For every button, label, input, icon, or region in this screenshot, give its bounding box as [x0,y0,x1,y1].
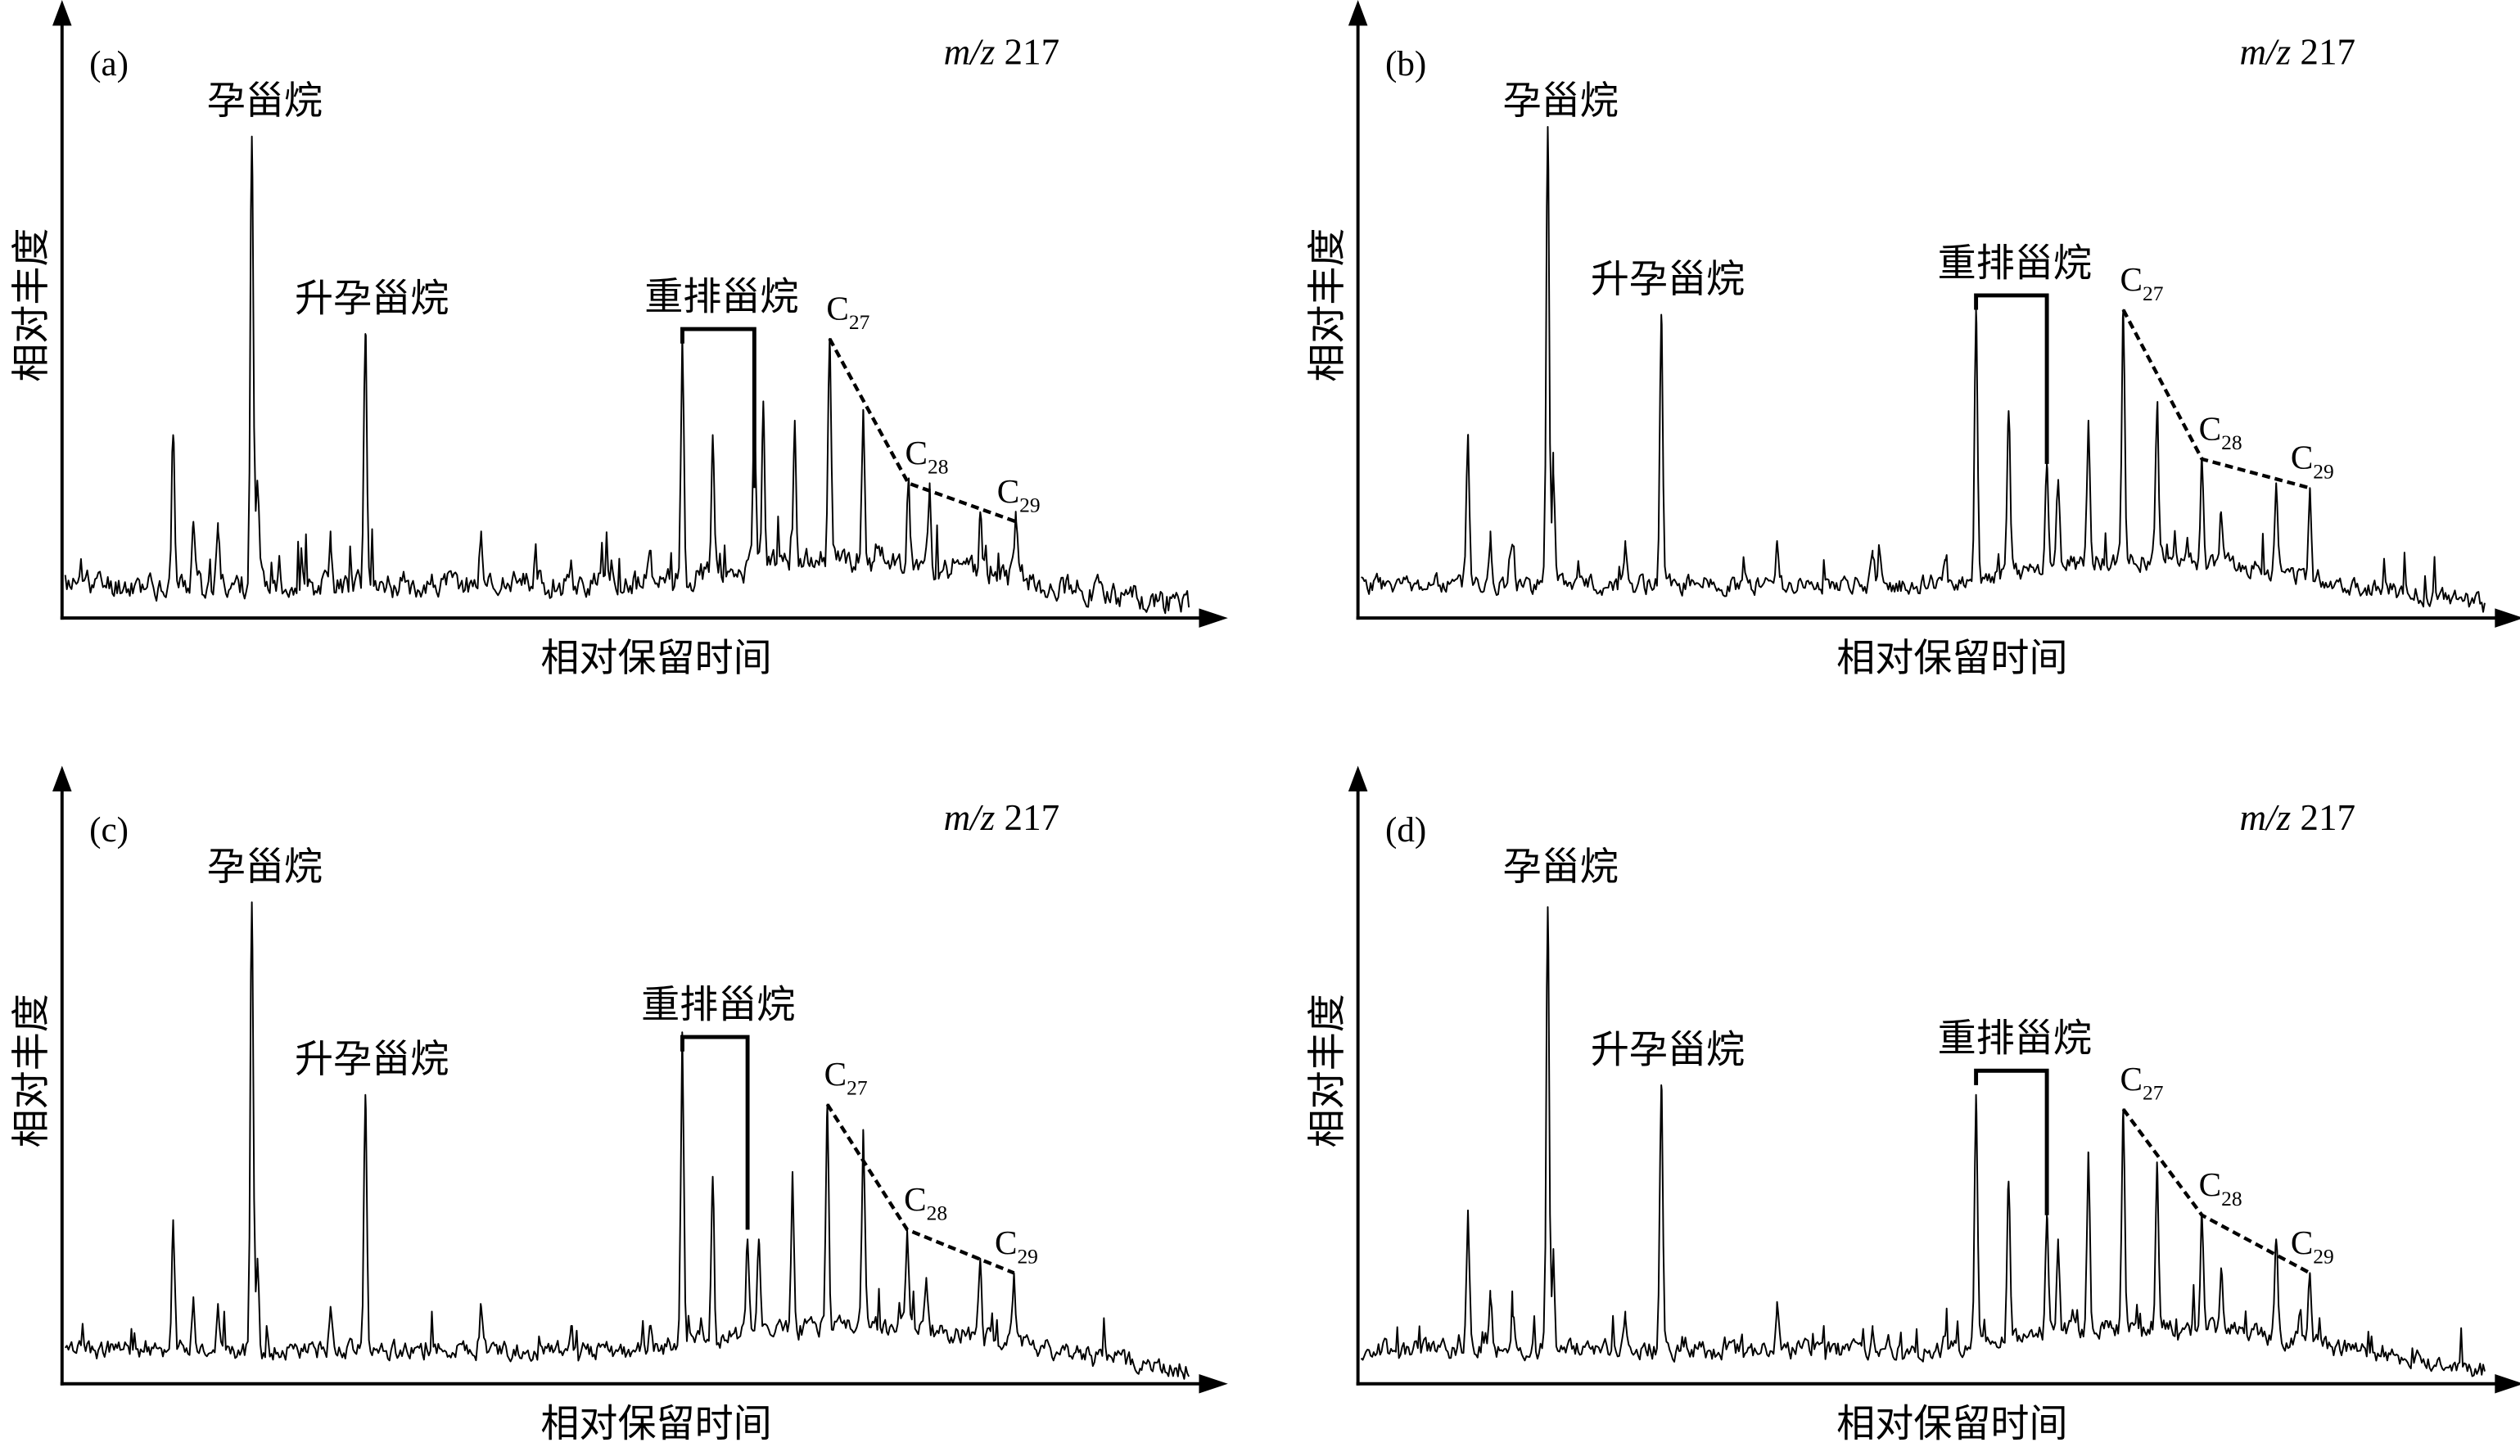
pregnane-label: 孕甾烷 [207,845,323,890]
homopregnane-label: 升孕甾烷 [295,277,449,322]
sterane-trend-line [2121,309,2310,490]
ion-prefix: m/z [944,31,1005,72]
ion-prefix: m/z [2239,797,2300,838]
chromatogram-trace [1360,906,2486,1377]
c28-label: C28 [905,434,949,479]
sterane-trend-line [2121,1108,2311,1275]
diasterane-bracket [1974,293,2049,464]
x-axis-arrow-icon [1199,1373,1228,1394]
homopregnane-label: 升孕甾烷 [1591,257,1745,302]
c29-label: C29 [2291,1224,2334,1269]
c29-label: C29 [997,472,1041,517]
sterane-trend-line [828,337,1017,524]
ion-label: m/z 217 [2239,797,2355,838]
c27-label: C27 [826,289,869,334]
ion-prefix: m/z [944,797,1005,838]
diasterane-bracket [680,1035,750,1230]
panel-label: (c) [89,811,129,850]
c27-label: C27 [824,1055,868,1100]
panel-label: (d) [1385,811,1426,850]
y-axis-arrow-icon [1348,0,1368,26]
pregnane-label: 孕甾烷 [1503,845,1619,890]
ion-label: m/z 217 [2239,31,2355,72]
ion-value: 217 [2300,797,2355,838]
homopregnane-label: 升孕甾烷 [295,1037,449,1082]
x-axis-label: 相对保留时间 [1836,1401,2067,1446]
diasterane-bracket [1974,1068,2049,1215]
y-axis-arrow-icon [1348,765,1368,791]
ion-value: 217 [2300,31,2355,72]
c29-label: C29 [2291,439,2334,484]
ion-value: 217 [1005,797,1060,838]
x-axis-arrow-icon [2495,1373,2520,1394]
c28-label: C28 [2199,1165,2242,1210]
x-axis-label: 相对保留时间 [540,1401,771,1446]
ion-label: m/z 217 [944,797,1060,838]
sterane-trend-line [825,1103,1015,1275]
y-axis-arrow-icon [52,765,72,791]
y-axis-label: 相对丰度 [1305,228,1350,382]
x-axis-label: 相对保留时间 [540,636,771,681]
c27-label: C27 [2120,1060,2164,1105]
panel-label: (a) [89,45,129,83]
ion-label: m/z 217 [944,31,1060,72]
y-axis-label: 相对丰度 [1305,994,1350,1147]
y-axis-arrow-icon [52,0,72,26]
c28-label: C28 [2199,409,2242,454]
x-axis-arrow-icon [1199,608,1228,628]
pregnane-label: 孕甾烷 [1503,79,1619,124]
x-axis-arrow-icon [2495,608,2520,628]
y-axis-label: 相对丰度 [9,228,54,382]
panel-label: (b) [1385,45,1426,83]
c27-label: C27 [2120,260,2164,305]
c28-label: C28 [904,1180,947,1225]
diasterane-label: 重排甾烷 [1938,241,2092,286]
diasterane-label: 重排甾烷 [641,983,795,1028]
diasterane-label: 重排甾烷 [1938,1016,2092,1062]
chromatogram-trace [64,901,1190,1380]
diasterane-bracket [680,327,756,489]
homopregnane-label: 升孕甾烷 [1591,1027,1745,1072]
ion-prefix: m/z [2239,31,2300,72]
chromatogram-trace [64,135,1190,615]
chromatogram-trace [1361,125,2486,613]
ion-value: 217 [1005,31,1060,72]
y-axis-label: 相对丰度 [9,994,54,1147]
x-axis-label: 相对保留时间 [1836,636,2067,681]
c29-label: C29 [995,1224,1038,1269]
pregnane-label: 孕甾烷 [207,79,323,124]
diasterane-label: 重排甾烷 [644,275,798,320]
